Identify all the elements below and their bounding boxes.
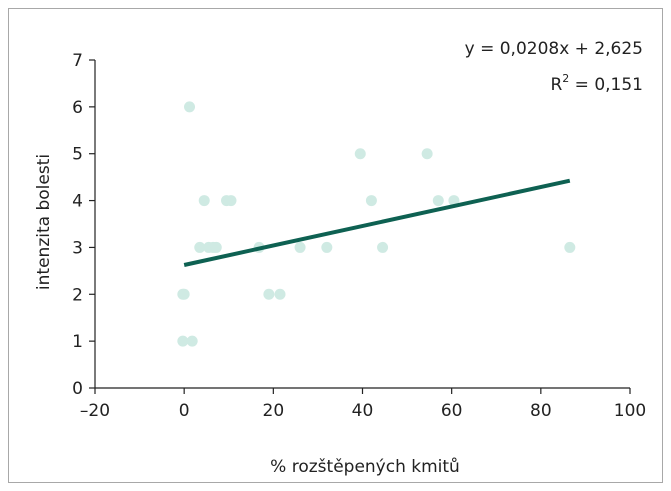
data-point xyxy=(448,195,460,207)
data-point xyxy=(263,288,275,300)
r-squared-value: = 0,151 xyxy=(569,75,643,95)
data-point xyxy=(377,241,389,253)
y-tick-label: 4 xyxy=(72,192,83,212)
x-tick-label: 20 xyxy=(263,401,285,421)
x-axis-title: % rozštěpených kmitů xyxy=(270,457,460,477)
x-tick-label: 60 xyxy=(441,401,463,421)
data-point xyxy=(198,195,210,207)
data-point xyxy=(184,101,196,113)
data-point xyxy=(421,148,433,160)
data-point xyxy=(186,335,198,347)
data-point xyxy=(177,335,189,347)
trendline xyxy=(183,178,571,267)
y-tick-label: 2 xyxy=(72,285,83,305)
points-layer xyxy=(177,101,576,347)
y-tick-label: 5 xyxy=(72,145,83,165)
data-point xyxy=(225,195,237,207)
r-squared-prefix: R xyxy=(550,75,562,95)
x-tick-label: 0 xyxy=(179,401,190,421)
x-tick-label: –20 xyxy=(80,401,110,421)
x-tick-label: 80 xyxy=(530,401,552,421)
y-tick-label: 3 xyxy=(72,238,83,258)
data-point xyxy=(194,241,206,253)
y-tick-label: 1 xyxy=(72,332,83,352)
y-tick-label: 6 xyxy=(72,98,83,118)
data-point xyxy=(432,195,444,207)
y-tick-label: 0 xyxy=(72,379,83,399)
data-point xyxy=(365,195,377,207)
data-point xyxy=(564,241,576,253)
r-squared-superscript: 2 xyxy=(562,72,569,85)
trendline-layer xyxy=(183,178,571,267)
data-point xyxy=(354,148,366,160)
data-point xyxy=(274,288,286,300)
regression-equation: y = 0,0208x + 2,625 xyxy=(465,39,643,59)
x-tick-label: 40 xyxy=(352,401,374,421)
data-point xyxy=(178,288,190,300)
x-tick-label: 100 xyxy=(614,401,646,421)
data-point xyxy=(294,241,306,253)
y-axis-title: intenzita bolesti xyxy=(34,154,54,290)
data-point xyxy=(210,241,222,253)
data-point xyxy=(321,241,333,253)
chart-frame xyxy=(8,8,663,483)
y-tick-label: 7 xyxy=(72,51,83,71)
r-squared-label: R2 = 0,151 xyxy=(550,72,643,95)
